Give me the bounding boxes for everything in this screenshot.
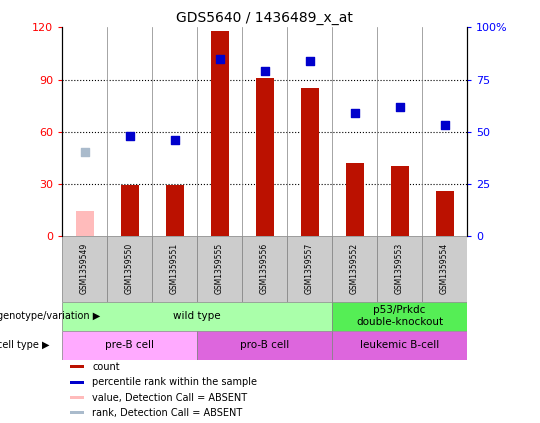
Text: GSM1359556: GSM1359556 (260, 243, 269, 294)
Text: GSM1359554: GSM1359554 (440, 243, 449, 294)
Point (215, 55, 224, 62)
Text: pro-B cell: pro-B cell (240, 340, 289, 350)
Text: GSM1359551: GSM1359551 (170, 243, 179, 294)
Text: GSM1359555: GSM1359555 (215, 243, 224, 294)
Bar (211, 31, 228, 236)
Text: count: count (92, 362, 120, 372)
Bar (332, 331, 467, 360)
Bar (70, 411, 84, 415)
Bar (62, 302, 332, 331)
Point (395, 103, 404, 110)
Bar (120, 185, 139, 236)
Bar (107, 236, 152, 302)
Bar (197, 331, 332, 360)
Text: GSM1359552: GSM1359552 (350, 243, 359, 294)
Bar (332, 236, 377, 302)
Bar (70, 396, 84, 399)
Text: value, Detection Call = ABSENT: value, Detection Call = ABSENT (92, 393, 248, 403)
Bar (242, 236, 287, 302)
Text: cell type ▶: cell type ▶ (0, 340, 50, 350)
Text: percentile rank within the sample: percentile rank within the sample (92, 377, 258, 387)
Point (80, 149, 89, 156)
Text: rank, Detection Call = ABSENT: rank, Detection Call = ABSENT (92, 408, 242, 418)
Bar (287, 236, 332, 302)
Bar (377, 236, 422, 302)
Bar (346, 163, 363, 236)
Title: GDS5640 / 1436489_x_at: GDS5640 / 1436489_x_at (176, 11, 353, 25)
Point (350, 110, 359, 116)
Bar (332, 302, 467, 331)
Point (170, 137, 179, 143)
Text: GSM1359550: GSM1359550 (125, 243, 134, 294)
Text: pre-B cell: pre-B cell (105, 340, 154, 350)
Point (305, 58, 314, 64)
Bar (166, 185, 184, 236)
Bar (62, 331, 197, 360)
Bar (255, 78, 274, 236)
Bar (76, 212, 93, 236)
Bar (390, 166, 409, 236)
Point (260, 68, 269, 74)
Point (125, 132, 134, 139)
Text: GSM1359549: GSM1359549 (80, 243, 89, 294)
Bar (70, 381, 84, 384)
Bar (422, 236, 467, 302)
Point (440, 122, 449, 129)
Text: GSM1359553: GSM1359553 (395, 243, 404, 294)
Bar (70, 365, 84, 368)
Bar (436, 190, 454, 236)
Text: genotype/variation ▶: genotype/variation ▶ (0, 311, 100, 321)
Text: wild type: wild type (173, 311, 221, 321)
Text: p53/Prkdc
double-knockout: p53/Prkdc double-knockout (356, 305, 443, 327)
Bar (301, 88, 319, 236)
Bar (152, 236, 197, 302)
Bar (197, 236, 242, 302)
Text: GSM1359557: GSM1359557 (305, 243, 314, 294)
Bar (62, 236, 107, 302)
Text: leukemic B-cell: leukemic B-cell (360, 340, 439, 350)
